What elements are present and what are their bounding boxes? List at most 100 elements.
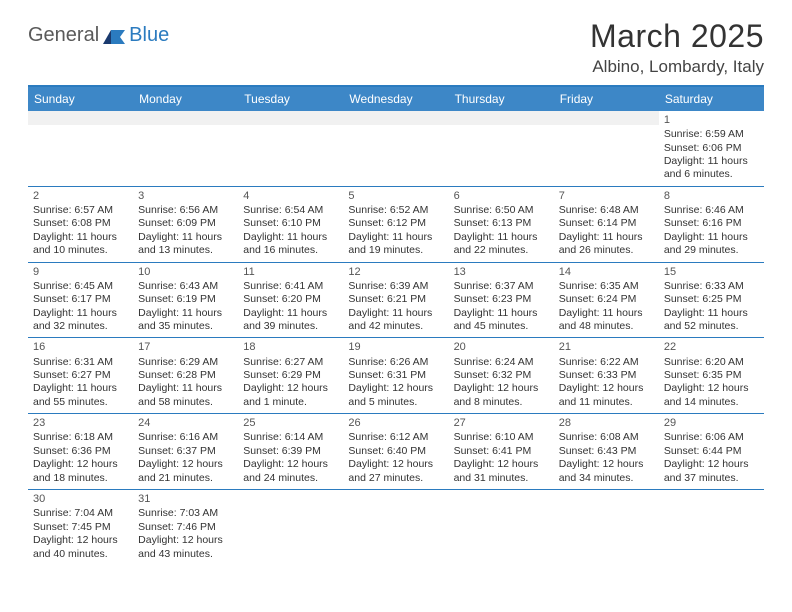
day-number: 28: [559, 416, 654, 430]
day-number: 22: [664, 340, 759, 354]
sunrise-text: Sunrise: 6:10 AM: [454, 431, 549, 444]
day-cell: 31Sunrise: 7:03 AMSunset: 7:46 PMDayligh…: [133, 490, 238, 565]
daylight-text: Daylight: 11 hours and 6 minutes.: [664, 155, 759, 182]
weekday-header: Monday: [133, 87, 238, 111]
sunrise-text: Sunrise: 6:20 AM: [664, 356, 759, 369]
sunset-text: Sunset: 7:46 PM: [138, 521, 233, 534]
weekday-header: Sunday: [28, 87, 133, 111]
day-cell: 29Sunrise: 6:06 AMSunset: 6:44 PMDayligh…: [659, 414, 764, 489]
sunset-text: Sunset: 6:32 PM: [454, 369, 549, 382]
sunset-text: Sunset: 6:20 PM: [243, 293, 338, 306]
day-number: 21: [559, 340, 654, 354]
sunset-text: Sunset: 6:37 PM: [138, 445, 233, 458]
sunset-text: Sunset: 6:23 PM: [454, 293, 549, 306]
day-number: 5: [348, 189, 443, 203]
day-cell-empty: [238, 490, 343, 565]
day-cell: 3Sunrise: 6:56 AMSunset: 6:09 PMDaylight…: [133, 187, 238, 262]
daylight-text: Daylight: 12 hours and 24 minutes.: [243, 458, 338, 485]
daylight-text: Daylight: 11 hours and 58 minutes.: [138, 382, 233, 409]
day-number: 3: [138, 189, 233, 203]
day-cell: 4Sunrise: 6:54 AMSunset: 6:10 PMDaylight…: [238, 187, 343, 262]
calendar-page: General Blue March 2025 Albino, Lombardy…: [0, 0, 792, 575]
daylight-text: Daylight: 11 hours and 13 minutes.: [138, 231, 233, 258]
day-cell-empty: [554, 111, 659, 186]
sunrise-text: Sunrise: 6:46 AM: [664, 204, 759, 217]
day-number: 29: [664, 416, 759, 430]
day-number: 17: [138, 340, 233, 354]
sunrise-text: Sunrise: 6:35 AM: [559, 280, 654, 293]
sunrise-text: Sunrise: 6:54 AM: [243, 204, 338, 217]
day-cell: 5Sunrise: 6:52 AMSunset: 6:12 PMDaylight…: [343, 187, 448, 262]
day-cell: 16Sunrise: 6:31 AMSunset: 6:27 PMDayligh…: [28, 338, 133, 413]
sunset-text: Sunset: 6:29 PM: [243, 369, 338, 382]
daylight-text: Daylight: 11 hours and 22 minutes.: [454, 231, 549, 258]
daylight-text: Daylight: 11 hours and 29 minutes.: [664, 231, 759, 258]
sunset-text: Sunset: 6:28 PM: [138, 369, 233, 382]
title-block: March 2025 Albino, Lombardy, Italy: [590, 18, 764, 77]
day-number: 12: [348, 265, 443, 279]
day-cell: 22Sunrise: 6:20 AMSunset: 6:35 PMDayligh…: [659, 338, 764, 413]
sunrise-text: Sunrise: 6:14 AM: [243, 431, 338, 444]
day-number: 6: [454, 189, 549, 203]
sunrise-text: Sunrise: 6:56 AM: [138, 204, 233, 217]
sunset-text: Sunset: 6:21 PM: [348, 293, 443, 306]
day-number: 19: [348, 340, 443, 354]
daylight-text: Daylight: 11 hours and 10 minutes.: [33, 231, 128, 258]
sunrise-text: Sunrise: 6:18 AM: [33, 431, 128, 444]
day-number: 10: [138, 265, 233, 279]
day-number: 15: [664, 265, 759, 279]
day-number: 11: [243, 265, 338, 279]
sunrise-text: Sunrise: 6:31 AM: [33, 356, 128, 369]
day-cell: 1Sunrise: 6:59 AMSunset: 6:06 PMDaylight…: [659, 111, 764, 186]
daylight-text: Daylight: 11 hours and 16 minutes.: [243, 231, 338, 258]
sunrise-text: Sunrise: 6:33 AM: [664, 280, 759, 293]
sunrise-text: Sunrise: 6:29 AM: [138, 356, 233, 369]
page-header: General Blue March 2025 Albino, Lombardy…: [28, 18, 764, 77]
sunrise-text: Sunrise: 6:26 AM: [348, 356, 443, 369]
day-number: 16: [33, 340, 128, 354]
sunset-text: Sunset: 7:45 PM: [33, 521, 128, 534]
sunrise-text: Sunrise: 6:41 AM: [243, 280, 338, 293]
week-row: 23Sunrise: 6:18 AMSunset: 6:36 PMDayligh…: [28, 414, 764, 490]
sunset-text: Sunset: 6:36 PM: [33, 445, 128, 458]
sunrise-text: Sunrise: 6:12 AM: [348, 431, 443, 444]
logo: General Blue: [28, 18, 169, 47]
location-subtitle: Albino, Lombardy, Italy: [590, 57, 764, 77]
day-number: 18: [243, 340, 338, 354]
day-cell: 18Sunrise: 6:27 AMSunset: 6:29 PMDayligh…: [238, 338, 343, 413]
sunset-text: Sunset: 6:39 PM: [243, 445, 338, 458]
sunrise-text: Sunrise: 6:39 AM: [348, 280, 443, 293]
day-cell: 21Sunrise: 6:22 AMSunset: 6:33 PMDayligh…: [554, 338, 659, 413]
day-cell: 24Sunrise: 6:16 AMSunset: 6:37 PMDayligh…: [133, 414, 238, 489]
sunrise-text: Sunrise: 6:59 AM: [664, 128, 759, 141]
day-cell-empty: [343, 490, 448, 565]
day-number: 24: [138, 416, 233, 430]
sunrise-text: Sunrise: 6:43 AM: [138, 280, 233, 293]
daylight-text: Daylight: 12 hours and 1 minute.: [243, 382, 338, 409]
day-cell: 8Sunrise: 6:46 AMSunset: 6:16 PMDaylight…: [659, 187, 764, 262]
daylight-text: Daylight: 11 hours and 19 minutes.: [348, 231, 443, 258]
day-cell: 13Sunrise: 6:37 AMSunset: 6:23 PMDayligh…: [449, 263, 554, 338]
sunset-text: Sunset: 6:19 PM: [138, 293, 233, 306]
day-number: 2: [33, 189, 128, 203]
sunset-text: Sunset: 6:13 PM: [454, 217, 549, 230]
day-number: 13: [454, 265, 549, 279]
day-cell-empty: [133, 111, 238, 186]
weekday-header: Thursday: [449, 87, 554, 111]
sunrise-text: Sunrise: 6:45 AM: [33, 280, 128, 293]
daylight-text: Daylight: 11 hours and 26 minutes.: [559, 231, 654, 258]
week-row: 16Sunrise: 6:31 AMSunset: 6:27 PMDayligh…: [28, 338, 764, 414]
day-cell: 20Sunrise: 6:24 AMSunset: 6:32 PMDayligh…: [449, 338, 554, 413]
daylight-text: Daylight: 11 hours and 55 minutes.: [33, 382, 128, 409]
sunrise-text: Sunrise: 6:57 AM: [33, 204, 128, 217]
weekday-header: Saturday: [659, 87, 764, 111]
week-row: 2Sunrise: 6:57 AMSunset: 6:08 PMDaylight…: [28, 187, 764, 263]
sunset-text: Sunset: 6:14 PM: [559, 217, 654, 230]
day-cell: 19Sunrise: 6:26 AMSunset: 6:31 PMDayligh…: [343, 338, 448, 413]
sunset-text: Sunset: 6:17 PM: [33, 293, 128, 306]
daylight-text: Daylight: 12 hours and 40 minutes.: [33, 534, 128, 561]
daylight-text: Daylight: 11 hours and 45 minutes.: [454, 307, 549, 334]
daylight-text: Daylight: 12 hours and 18 minutes.: [33, 458, 128, 485]
sunset-text: Sunset: 6:12 PM: [348, 217, 443, 230]
sunrise-text: Sunrise: 6:16 AM: [138, 431, 233, 444]
